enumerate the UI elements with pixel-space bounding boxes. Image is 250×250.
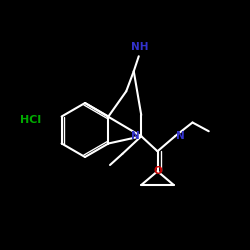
Text: NH: NH [131,42,149,52]
Text: O: O [153,166,162,176]
Text: HCl: HCl [20,115,41,125]
Text: N: N [176,131,185,141]
Text: N: N [131,131,140,141]
